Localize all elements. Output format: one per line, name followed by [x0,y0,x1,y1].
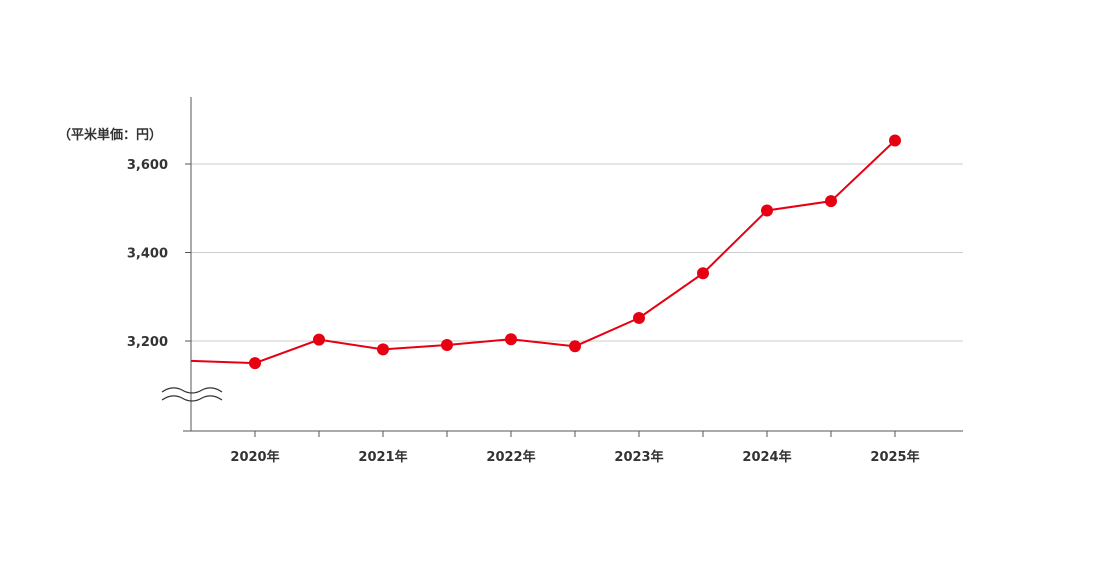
x-axis-ticks [254,431,896,437]
x-tick-label: 2024年 [742,449,791,465]
series-line [190,139,896,365]
data-point [249,357,261,370]
x-axis-labels: 2020年 2021年 2022年 2023年 2024年 2025年 [230,449,919,465]
x-tick-label: 2021年 [358,449,407,465]
series-group [190,134,901,370]
data-point [633,311,645,324]
grid-lines [185,163,963,342]
x-tick-label: 2025年 [870,449,919,465]
axis-break-icon [161,387,223,402]
data-point [505,333,517,346]
y-axis-labels: 3,200 3,400 3,600 [127,158,168,350]
data-point [761,204,773,217]
y-tick-label: 3,200 [127,335,168,350]
y-tick-label: 3,600 [127,158,168,173]
data-point [377,343,389,356]
x-tick-label: 2020年 [230,449,279,465]
data-point [313,333,325,346]
x-tick-label: 2023年 [614,449,663,465]
data-point [889,134,901,147]
x-tick-label: 2022年 [486,449,535,465]
data-point [825,195,837,208]
y-tick-label: 3,400 [127,247,168,262]
data-point [569,340,581,353]
y-axis-unit-label: （平米単価：円） [58,127,162,143]
data-point [441,338,453,351]
data-point [697,267,709,280]
